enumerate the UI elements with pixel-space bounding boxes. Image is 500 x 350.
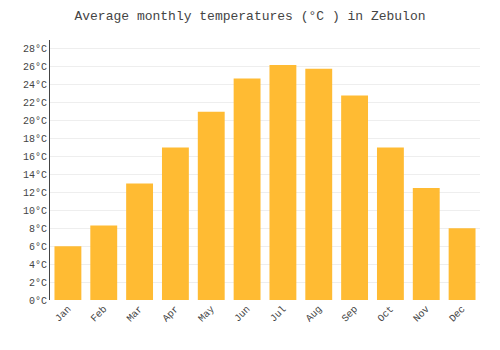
svg-text:Nov: Nov xyxy=(411,304,432,325)
svg-text:May: May xyxy=(196,304,217,325)
svg-text:24°C: 24°C xyxy=(23,80,47,91)
svg-text:Aug: Aug xyxy=(304,304,325,325)
svg-text:Jul: Jul xyxy=(268,304,289,325)
svg-text:Mar: Mar xyxy=(125,304,146,325)
svg-text:Oct: Oct xyxy=(376,304,397,325)
svg-text:6°C: 6°C xyxy=(29,242,47,253)
svg-text:2°C: 2°C xyxy=(29,278,47,289)
svg-text:10°C: 10°C xyxy=(23,206,47,217)
svg-text:28°C: 28°C xyxy=(23,44,47,55)
svg-text:Dec: Dec xyxy=(447,304,468,325)
svg-text:26°C: 26°C xyxy=(23,62,47,73)
svg-text:14°C: 14°C xyxy=(23,170,47,181)
svg-text:Average monthly temperatures (: Average monthly temperatures (°C ) in Ze… xyxy=(74,9,425,24)
svg-text:18°C: 18°C xyxy=(23,134,47,145)
svg-text:Sep: Sep xyxy=(340,304,361,325)
svg-text:0°C: 0°C xyxy=(29,296,47,307)
svg-text:4°C: 4°C xyxy=(29,260,47,271)
svg-text:16°C: 16°C xyxy=(23,152,47,163)
svg-text:12°C: 12°C xyxy=(23,188,47,199)
svg-text:8°C: 8°C xyxy=(29,224,47,235)
svg-text:20°C: 20°C xyxy=(23,116,47,127)
svg-text:Apr: Apr xyxy=(161,304,182,325)
svg-text:Feb: Feb xyxy=(89,304,110,325)
svg-text:22°C: 22°C xyxy=(23,98,47,109)
svg-text:Jan: Jan xyxy=(53,304,74,325)
svg-text:Jun: Jun xyxy=(232,304,253,325)
